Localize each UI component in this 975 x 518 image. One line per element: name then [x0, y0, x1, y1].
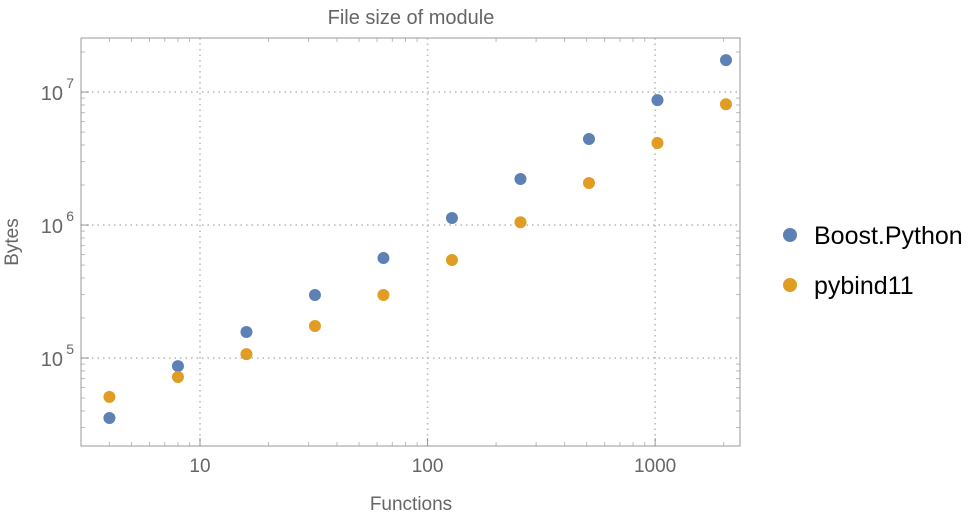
point-pybind11	[171, 370, 184, 383]
data-points	[103, 54, 732, 425]
legend-marker-pybind11	[783, 278, 797, 292]
y-axis-label: Bytes	[2, 218, 23, 266]
legend-marker-boost-python	[783, 228, 797, 242]
legend: Boost.Python pybind11	[783, 222, 963, 300]
chart-title: File size of module	[328, 7, 495, 29]
point-boost-python	[651, 94, 664, 107]
point-boost-python	[445, 211, 458, 224]
point-pybind11	[103, 390, 116, 403]
point-pybind11	[719, 98, 732, 111]
point-pybind11	[240, 348, 253, 361]
point-pybind11	[445, 253, 458, 266]
legend-label-pybind11: pybind11	[814, 272, 914, 300]
point-boost-python	[719, 54, 732, 67]
point-pybind11	[651, 136, 664, 149]
legend-label-boost-python: Boost.Python	[814, 222, 963, 250]
plot-frame	[80, 37, 741, 447]
point-pybind11	[514, 216, 527, 229]
y-tick-label: 10	[41, 83, 63, 105]
y-tick-exponent: 7	[66, 75, 74, 91]
x-tick-label: 1000	[634, 456, 676, 477]
point-boost-python	[103, 412, 116, 425]
x-axis-label: Functions	[370, 494, 452, 513]
point-pybind11	[377, 288, 390, 301]
point-boost-python	[514, 172, 527, 185]
y-tick-exponent: 6	[66, 208, 74, 224]
point-boost-python	[377, 252, 390, 265]
y-tick-label: 10	[41, 216, 63, 238]
point-boost-python	[171, 360, 184, 373]
point-boost-python	[582, 132, 595, 145]
grid	[81, 38, 740, 446]
point-pybind11	[308, 320, 321, 333]
x-tick-label: 10	[189, 456, 210, 477]
y-tick-exponent: 5	[66, 341, 74, 357]
y-tick-label: 10	[41, 349, 63, 371]
point-boost-python	[308, 288, 321, 301]
point-pybind11	[582, 177, 595, 190]
x-tick-label: 100	[412, 456, 444, 477]
point-boost-python	[240, 325, 253, 338]
